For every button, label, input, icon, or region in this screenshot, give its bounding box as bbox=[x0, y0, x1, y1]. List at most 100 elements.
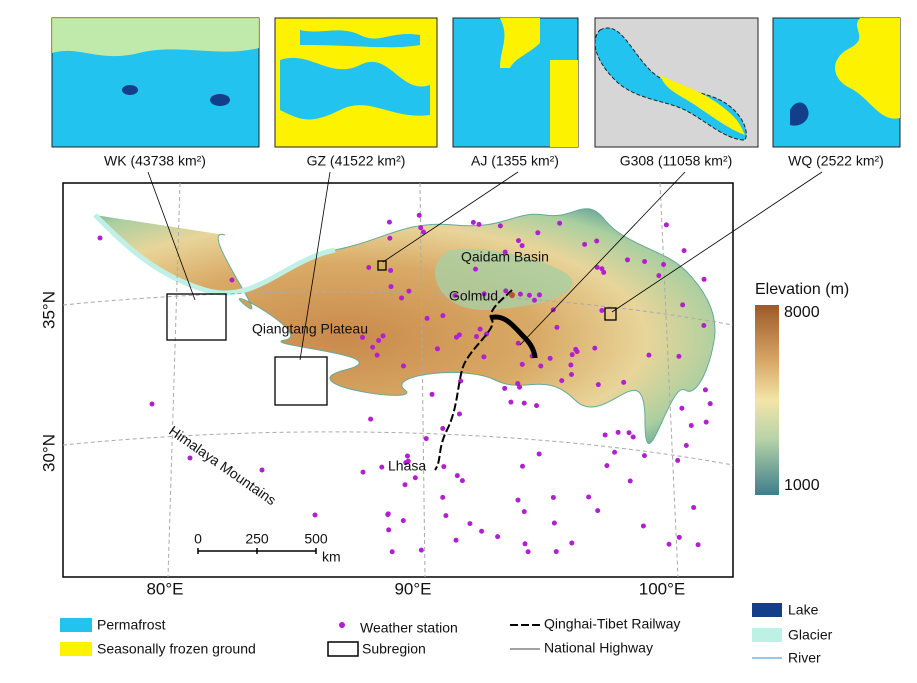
legend-label: River bbox=[788, 650, 821, 666]
weather-station bbox=[97, 235, 103, 241]
weather-station bbox=[680, 302, 686, 308]
place-label: Qaidam Basin bbox=[461, 249, 549, 265]
place-label: Golmud bbox=[449, 288, 498, 304]
g308-region bbox=[489, 314, 538, 359]
weather-station bbox=[400, 363, 406, 369]
weather-station bbox=[624, 257, 630, 263]
weather-station bbox=[502, 249, 508, 255]
weather-station bbox=[429, 391, 435, 397]
weather-station bbox=[615, 429, 621, 435]
weather-station bbox=[502, 385, 508, 391]
weather-station bbox=[452, 292, 458, 298]
weather-station bbox=[477, 326, 483, 332]
lon-label: 100°E bbox=[639, 579, 686, 598]
weather-station bbox=[374, 352, 380, 358]
weather-station bbox=[476, 221, 482, 227]
weather-station bbox=[495, 534, 501, 540]
weather-station bbox=[459, 478, 465, 484]
weather-station bbox=[569, 540, 575, 546]
weather-station bbox=[259, 467, 265, 473]
weather-station bbox=[612, 449, 618, 455]
legend-swatch bbox=[60, 642, 92, 656]
weather-station bbox=[536, 292, 542, 298]
lake bbox=[122, 85, 138, 95]
weather-station bbox=[663, 222, 669, 228]
weather-station bbox=[707, 401, 713, 407]
weather-station bbox=[456, 411, 462, 417]
weather-station bbox=[440, 494, 446, 500]
weather-station bbox=[406, 288, 412, 294]
weather-station bbox=[521, 400, 527, 406]
weather-station bbox=[418, 225, 424, 231]
legend-swatch bbox=[60, 618, 92, 632]
weather-station bbox=[360, 469, 366, 475]
weather-station bbox=[366, 265, 372, 271]
weather-station bbox=[701, 276, 707, 282]
legend-swatch bbox=[327, 641, 359, 657]
weather-station bbox=[525, 549, 531, 555]
weather-station bbox=[187, 455, 193, 461]
lake bbox=[210, 94, 230, 106]
weather-station bbox=[695, 542, 701, 548]
weather-station bbox=[456, 332, 462, 338]
weather-station bbox=[526, 292, 532, 298]
legend-label: National Highway bbox=[544, 640, 653, 656]
weather-station bbox=[534, 403, 540, 409]
legend-label: Subregion bbox=[362, 641, 426, 657]
weather-station bbox=[592, 345, 598, 351]
weather-station bbox=[388, 267, 394, 273]
weather-station bbox=[538, 363, 544, 369]
weather-station bbox=[551, 520, 557, 526]
weather-station bbox=[595, 382, 601, 388]
weather-station bbox=[387, 235, 393, 241]
weather-station bbox=[557, 220, 563, 226]
weather-station bbox=[532, 297, 538, 303]
weather-station bbox=[594, 264, 600, 270]
weather-station bbox=[420, 229, 426, 235]
weather-station bbox=[424, 315, 430, 321]
weather-station bbox=[380, 333, 386, 339]
weather-station bbox=[666, 541, 672, 547]
weather-station bbox=[386, 527, 392, 533]
weather-station bbox=[416, 212, 422, 218]
weather-station bbox=[683, 442, 689, 448]
graticule bbox=[62, 182, 734, 578]
weather-station bbox=[149, 401, 155, 407]
weather-station bbox=[547, 355, 553, 361]
legend-label: Lake bbox=[788, 602, 819, 618]
weather-station bbox=[656, 273, 662, 279]
lake bbox=[790, 102, 809, 126]
place-label: Qiangtang Plateau bbox=[252, 321, 368, 337]
weather-station bbox=[404, 453, 410, 459]
weather-station bbox=[400, 518, 406, 524]
weather-station bbox=[676, 353, 682, 359]
inset-aj-seasonal bbox=[550, 60, 578, 147]
connectors bbox=[147, 171, 823, 361]
weather-station bbox=[536, 451, 542, 457]
legend-swatch bbox=[752, 603, 782, 617]
weather-station bbox=[688, 423, 694, 429]
weather-station bbox=[405, 458, 411, 464]
weather-station bbox=[399, 295, 405, 301]
inset-aj-seasonal bbox=[500, 18, 540, 68]
plateau bbox=[94, 208, 716, 444]
weather-station bbox=[691, 505, 697, 511]
railway bbox=[434, 289, 513, 471]
golmud-marker bbox=[509, 292, 515, 298]
weather-station bbox=[630, 434, 636, 440]
weather-station bbox=[473, 266, 479, 272]
weather-station bbox=[661, 262, 667, 268]
weather-station bbox=[703, 419, 709, 425]
weather-station bbox=[521, 509, 527, 515]
weather-station bbox=[640, 523, 646, 529]
weather-station bbox=[701, 322, 707, 328]
legend-swatch bbox=[752, 628, 782, 642]
weather-station bbox=[508, 399, 514, 405]
inset-gz-perma bbox=[300, 30, 420, 48]
scale-bar: 0 250 500 km bbox=[194, 531, 341, 565]
legend-label: Seasonally frozen ground bbox=[97, 641, 256, 657]
weather-station bbox=[519, 361, 525, 367]
weather-station bbox=[519, 243, 525, 249]
weather-station bbox=[481, 291, 487, 297]
weather-station bbox=[522, 541, 528, 547]
